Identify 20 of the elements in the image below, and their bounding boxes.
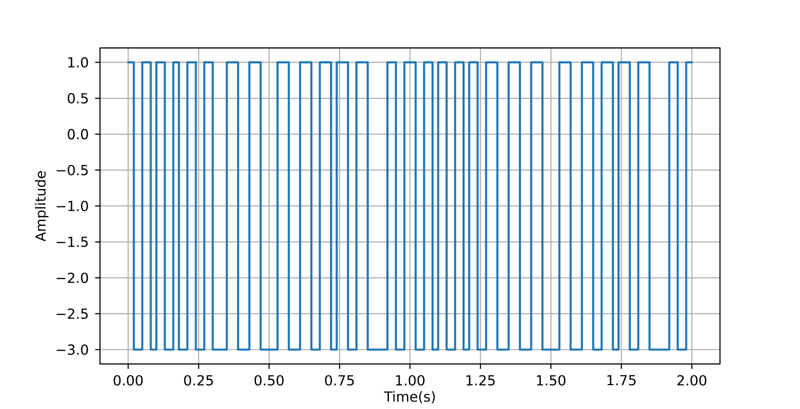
y-tick-label: 1.0 — [68, 57, 88, 68]
y-tick-label: −3.0 — [56, 344, 88, 355]
y-tick-label: 0.5 — [68, 93, 88, 104]
x-tick-label: 1.25 — [466, 375, 495, 386]
x-tick-label: 0.50 — [254, 375, 284, 386]
x-tick-label: 0.25 — [184, 375, 213, 386]
y-tick-label: 0.0 — [68, 128, 88, 140]
x-tick-label: 0.75 — [325, 375, 354, 386]
y-tick-label: −1.0 — [56, 200, 88, 212]
x-tick-label: 1.50 — [537, 375, 566, 386]
y-axis-title: Amplitude — [34, 171, 48, 242]
y-tick-label: −2.5 — [56, 308, 88, 319]
y-tick-label: −1.5 — [56, 236, 88, 248]
x-tick-label: 1.00 — [396, 375, 425, 386]
x-tick-label: 0.00 — [114, 375, 143, 386]
y-tick-label: −2.0 — [56, 272, 88, 284]
x-tick-label: 1.75 — [607, 375, 636, 386]
x-tick-label: 2.00 — [677, 375, 706, 386]
y-tick-label: −0.5 — [56, 164, 88, 176]
x-axis-title: Time(s) — [384, 391, 435, 404]
